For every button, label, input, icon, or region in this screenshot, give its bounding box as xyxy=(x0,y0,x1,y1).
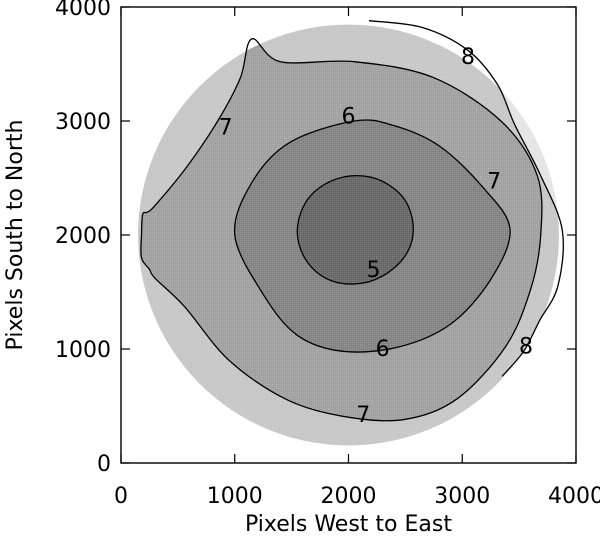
contour-label: 5 xyxy=(367,258,381,283)
dither-texture xyxy=(138,24,559,446)
contour-label: 7 xyxy=(487,169,501,194)
x-axis-title: Pixels West to East xyxy=(245,512,452,537)
contour-label: 8 xyxy=(519,335,533,360)
contour-fills xyxy=(138,24,559,446)
y-tick-label: 2000 xyxy=(55,224,111,249)
x-tick-label: 2000 xyxy=(321,484,377,509)
y-axis-title: Pixels South to North xyxy=(3,120,28,351)
x-tick-label: 4000 xyxy=(548,484,600,509)
y-tick-label: 4000 xyxy=(55,0,111,21)
contour-lines xyxy=(140,20,565,422)
contour-label: 7 xyxy=(219,116,233,141)
plot-area: 5 6 6 7 7 7 8 8 xyxy=(138,20,565,446)
y-tick-label: 3000 xyxy=(55,110,111,135)
contour-line-7 xyxy=(140,38,543,422)
y-axis-ticks: 0 1000 2000 3000 4000 xyxy=(55,0,576,477)
x-axis-ticks: 0 1000 2000 3000 4000 xyxy=(114,7,600,509)
y-tick-label: 0 xyxy=(97,452,111,477)
contour-label: 6 xyxy=(376,337,390,362)
contour-line-5 xyxy=(296,175,414,285)
contour-label: 7 xyxy=(356,403,370,428)
y-tick-label: 1000 xyxy=(55,338,111,363)
x-tick-label: 3000 xyxy=(434,484,490,509)
x-tick-label: 1000 xyxy=(207,484,263,509)
x-tick-label: 0 xyxy=(114,484,128,509)
contour-line-8 xyxy=(368,20,565,377)
contour-label: 8 xyxy=(461,45,475,70)
contour-label: 6 xyxy=(342,104,356,129)
contour-line-6 xyxy=(233,119,511,353)
contour-labels: 5 6 6 7 7 7 8 8 xyxy=(219,45,533,428)
